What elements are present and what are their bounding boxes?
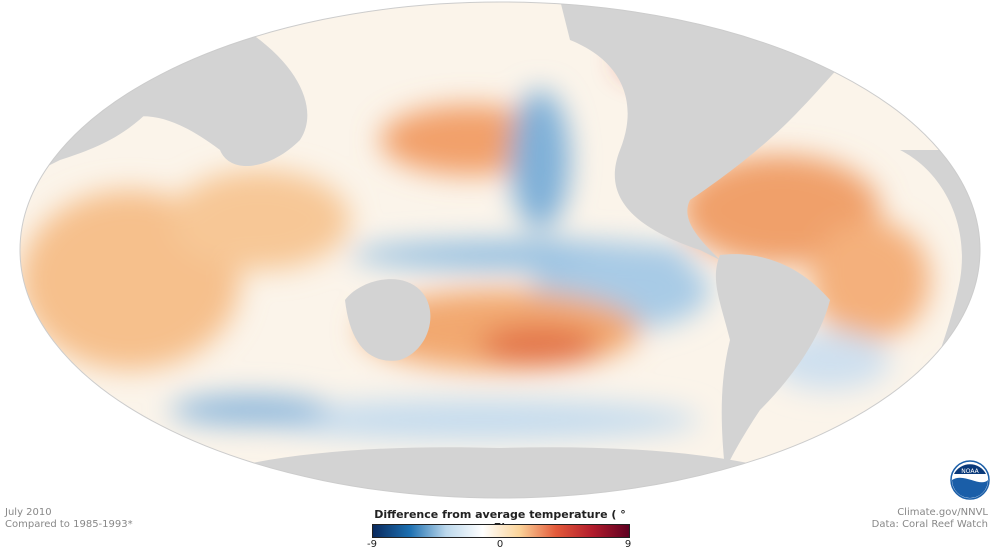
legend-max-label: 9: [624, 539, 632, 550]
legend-min-label: -9: [367, 539, 377, 550]
credits: Climate.gov/NNVL Data: Coral Reef Watch: [872, 507, 988, 531]
baseline-label: Compared to 1985-1993*: [5, 519, 133, 530]
source-label: Data: Coral Reef Watch: [871, 519, 988, 530]
legend-mid-label: 0: [496, 539, 504, 550]
credit-label: Climate.gov/NNVL: [897, 507, 988, 518]
date-label: July 2010: [5, 507, 52, 518]
noaa-logo: NOAA: [950, 460, 990, 500]
anomaly-field: [20, 40, 930, 440]
map-caption: July 2010 Compared to 1985-1993*: [5, 507, 133, 531]
svg-text:NOAA: NOAA: [961, 468, 979, 475]
sea-temperature-anomaly-map: [19, 1, 981, 499]
legend-color-bar: [372, 524, 630, 538]
